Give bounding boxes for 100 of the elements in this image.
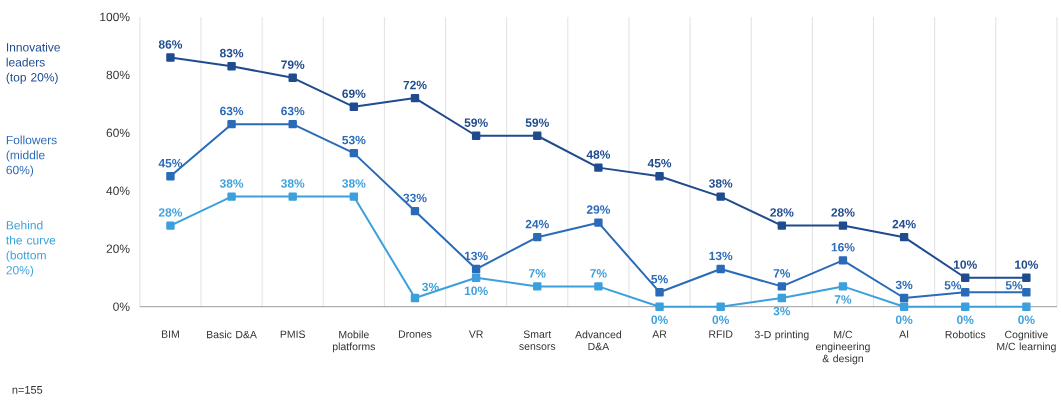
point (349, 102, 359, 112)
x-tick-label: Drones (398, 330, 432, 339)
data-label: 38% (219, 179, 244, 188)
data-label: 48% (586, 150, 611, 159)
x-tick-label: Cognitive M/C learning (997, 330, 1056, 353)
point (288, 73, 297, 83)
point (1022, 273, 1031, 283)
data-label: 7% (773, 269, 791, 278)
point (227, 120, 236, 129)
data-label: 69% (342, 89, 366, 99)
point (899, 302, 909, 312)
data-label: 59% (464, 118, 488, 128)
point (961, 288, 970, 297)
data-label: 63% (220, 107, 244, 116)
x-tick-label: Basic D&A (207, 330, 257, 339)
data-label: 5% (944, 281, 962, 290)
x-tick-label: BIM (161, 330, 179, 338)
point (899, 233, 909, 242)
data-label: 13% (464, 251, 488, 261)
point (410, 207, 420, 216)
data-label: 5% (651, 275, 668, 284)
point (961, 273, 970, 283)
y-tick-label: 60% (106, 128, 130, 138)
data-label: 3% (895, 280, 913, 290)
point (166, 172, 175, 181)
point (777, 221, 787, 230)
point (227, 62, 236, 71)
y-tick-label: 80% (106, 70, 130, 80)
y-tick-label: 0% (113, 302, 130, 312)
x-tick-label: RFID (709, 330, 733, 338)
data-label: 38% (708, 179, 733, 188)
point (288, 120, 297, 129)
data-label: 7% (590, 269, 607, 278)
text: Innovative leaders (top 20%) (6, 42, 60, 85)
point (533, 131, 542, 141)
data-label: 16% (831, 243, 855, 252)
data-label: 0% (895, 315, 913, 325)
data-label: 83% (219, 49, 244, 58)
data-label: 3% (773, 307, 791, 316)
data-label: 3% (422, 282, 439, 292)
point (838, 282, 848, 291)
x-tick-label: M/C engineering & design (815, 330, 870, 365)
data-label: 24% (892, 220, 916, 229)
point (838, 256, 848, 265)
data-label: 10% (953, 260, 977, 270)
point (655, 288, 664, 297)
y-tick-label: 40% (106, 186, 130, 196)
point (655, 302, 664, 312)
point (166, 53, 175, 62)
data-label: 72% (403, 80, 427, 90)
x-tick-label: VR (468, 330, 483, 338)
data-label: 59% (525, 118, 549, 128)
point (716, 192, 725, 201)
point (1022, 302, 1031, 312)
point (410, 94, 420, 103)
x-tick-label: AI (899, 330, 909, 338)
x-tick-label: 3-D printing (754, 330, 809, 341)
point (471, 273, 481, 283)
data-label: 0% (957, 315, 974, 325)
data-label: 38% (342, 179, 366, 188)
data-label: 79% (281, 60, 305, 70)
data-label: 53% (342, 135, 366, 145)
text: Followers (middle 60%) (6, 135, 57, 177)
point (471, 265, 481, 274)
text: n=155 (12, 386, 43, 394)
point (777, 294, 787, 303)
data-label: 28% (158, 208, 183, 217)
y-tick-label: 100% (100, 12, 130, 22)
point (471, 131, 481, 141)
data-label: 0% (651, 315, 668, 325)
point (1022, 288, 1031, 297)
point (410, 294, 420, 303)
data-label: 45% (158, 159, 183, 168)
point (594, 163, 603, 173)
x-tick-label: PMIS (280, 330, 306, 339)
data-label: 10% (1015, 260, 1039, 270)
x-tick-label: Mobile platforms (332, 330, 376, 353)
data-label: 7% (529, 269, 546, 278)
point (288, 192, 297, 201)
text: Behind the curve (bottom 20%) (6, 220, 56, 278)
point (533, 282, 542, 291)
point (594, 218, 603, 228)
point (594, 282, 603, 291)
data-label: 45% (647, 159, 672, 168)
point (227, 192, 236, 201)
point (716, 302, 725, 312)
data-label: 33% (403, 193, 427, 203)
x-tick-label: Smart sensors (519, 330, 556, 351)
data-label: 86% (158, 40, 183, 49)
data-label: 28% (770, 208, 794, 217)
point (533, 233, 542, 242)
x-tick-label: Advanced D&A (575, 330, 622, 351)
data-label: 24% (525, 220, 549, 229)
y-tick-label: 20% (106, 244, 130, 254)
data-label: 13% (709, 251, 733, 261)
data-label: 29% (586, 205, 611, 215)
data-label: 0% (712, 315, 730, 325)
x-tick-label: Robotics (945, 330, 986, 339)
point (166, 221, 175, 230)
point (838, 221, 848, 230)
